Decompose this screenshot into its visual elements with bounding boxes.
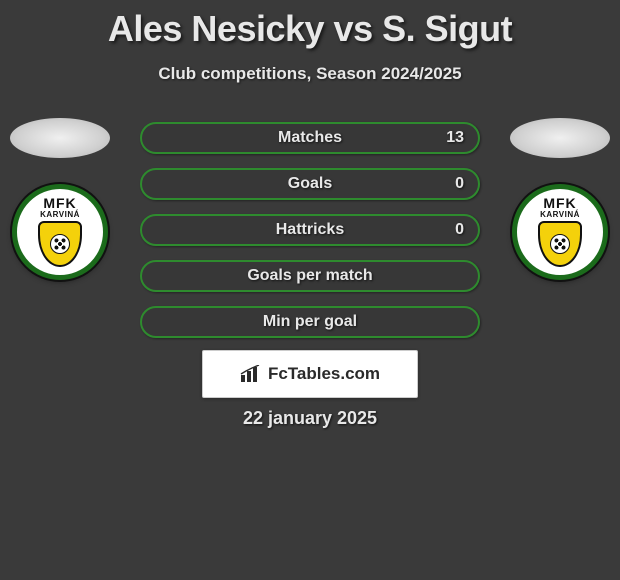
stat-row-hattricks: Hattricks 0	[140, 214, 480, 246]
stat-row-matches: Matches 13	[140, 122, 480, 154]
badge-shield	[538, 221, 582, 267]
badge-top-text: MFK	[43, 195, 76, 211]
stat-right-value: 0	[455, 175, 464, 193]
player-right-column: MFK KARVINÁ	[505, 118, 615, 280]
player-left-column: MFK KARVINÁ	[5, 118, 115, 280]
stat-row-min-per-goal: Min per goal	[140, 306, 480, 338]
player-right-silhouette	[510, 118, 610, 158]
stat-row-goals-per-match: Goals per match	[140, 260, 480, 292]
stats-list: Matches 13 Goals 0 Hattricks 0 Goals per…	[140, 122, 480, 352]
stat-label: Matches	[278, 129, 342, 147]
stat-right-value: 13	[446, 129, 464, 147]
badge-top-text: MFK	[543, 195, 576, 211]
bar-chart-icon	[240, 365, 262, 383]
badge-sub-text: KARVINÁ	[40, 210, 80, 219]
soccer-ball-icon	[550, 234, 570, 254]
badge-shield	[38, 221, 82, 267]
stat-right-value: 0	[455, 221, 464, 239]
subtitle: Club competitions, Season 2024/2025	[0, 64, 620, 84]
soccer-ball-icon	[50, 234, 70, 254]
date-text: 22 january 2025	[0, 408, 620, 429]
stat-label: Goals	[288, 175, 332, 193]
badge-sub-text: KARVINÁ	[540, 210, 580, 219]
club-badge-right: MFK KARVINÁ	[512, 184, 608, 280]
page-title: Ales Nesicky vs S. Sigut	[0, 0, 620, 50]
comparison-card: Ales Nesicky vs S. Sigut Club competitio…	[0, 0, 620, 580]
player-left-silhouette	[10, 118, 110, 158]
brand-text: FcTables.com	[268, 364, 380, 384]
club-badge-left: MFK KARVINÁ	[12, 184, 108, 280]
stat-row-goals: Goals 0	[140, 168, 480, 200]
brand-plate: FcTables.com	[202, 350, 418, 398]
stat-label: Hattricks	[276, 221, 344, 239]
stat-label: Goals per match	[247, 267, 372, 285]
stat-label: Min per goal	[263, 313, 357, 331]
